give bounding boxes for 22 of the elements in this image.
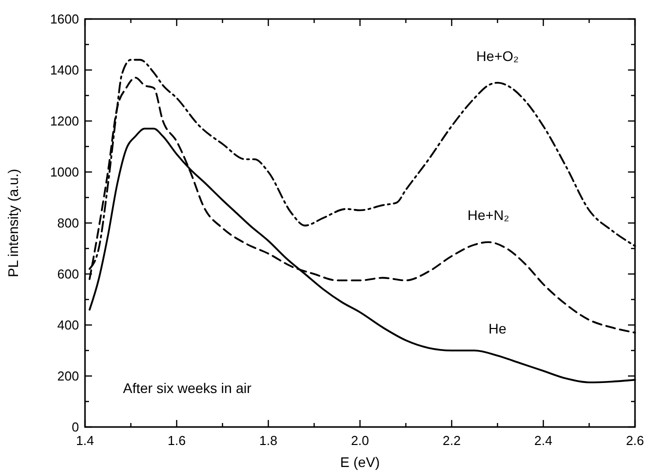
x-tick-label: 2.4 — [534, 433, 552, 448]
y-tick-label: 400 — [57, 318, 79, 333]
y-axis-title: PL intensity (a.u.) — [5, 168, 21, 278]
series-label: He — [488, 320, 507, 337]
x-axis-title: E (eV) — [340, 454, 380, 470]
x-tick-label: 1.4 — [76, 433, 94, 448]
y-tick-label: 200 — [57, 368, 79, 384]
y-tick-label: 0 — [72, 420, 79, 435]
series-label: He+O₂ — [476, 48, 519, 64]
y-tick-label: 1600 — [50, 12, 79, 27]
y-tick-label: 1000 — [50, 164, 79, 180]
y-tick-label: 800 — [57, 216, 79, 231]
annotation: After six weeks in air — [123, 380, 252, 396]
x-tick-label: 2.0 — [350, 433, 370, 448]
x-tick-label: 2.6 — [626, 433, 644, 448]
y-tick-label: 1200 — [50, 114, 79, 129]
x-tick-label: 2.2 — [442, 433, 461, 448]
series-label: He+N₂ — [468, 207, 510, 224]
y-tick-label: 600 — [57, 266, 79, 282]
y-tick-label: 1400 — [50, 62, 79, 78]
x-tick-label: 1.8 — [259, 433, 278, 448]
x-tick-label: 1.6 — [168, 433, 186, 448]
